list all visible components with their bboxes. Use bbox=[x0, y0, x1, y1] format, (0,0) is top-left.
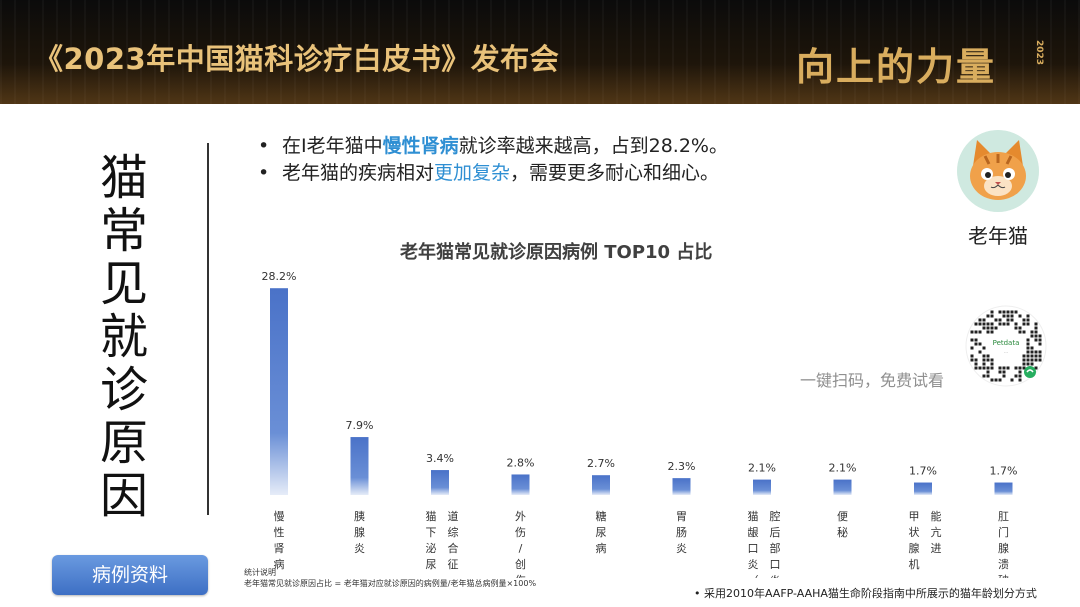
footnote: • 采用2010年AAFP-AAHA猫生命阶段指南中所展示的猫年龄划分方式 bbox=[694, 587, 1037, 600]
category-label: 慢性肾病 bbox=[274, 510, 285, 571]
bar bbox=[672, 478, 691, 495]
bar bbox=[753, 479, 771, 495]
category-label: 糖尿病 bbox=[596, 509, 607, 555]
bullet-highlight: 更加复杂 bbox=[434, 162, 511, 184]
header-banner: 《2023年中国猫科诊疗白皮书》发布会 向上的力量 2023 bbox=[0, 0, 1080, 104]
bar-value-label: 1.7% bbox=[909, 465, 937, 478]
note-text: 老年猫常见就诊原因占比 = 老年猫对应就诊原因的病例量/老年猫总病例量×100% bbox=[244, 579, 537, 588]
bar-chart: 28.2% 7.9% 3.4% 2.8% 2.7% 2.3% 2.1% 2.1% 1.7% 1.7… bbox=[262, 270, 1018, 578]
chart-title: 老年猫常见就诊原因病例 TOP10 占比 bbox=[400, 242, 713, 263]
category-label: 外伤/创伤 bbox=[515, 510, 526, 578]
bar-value-label: 2.3% bbox=[668, 460, 696, 473]
bullet-dot: • bbox=[258, 135, 270, 157]
bullet-list: • 在I老年猫中慢性肾病就诊率越来越高，占到28.2%。 • 老年猫的疾病相对更加复… bbox=[258, 133, 728, 187]
note-heading: 统计说明 bbox=[244, 568, 276, 577]
statistics-note: 统计说明 老年猫常见就诊原因占比 = 老年猫对应就诊原因的病例量/老年猫总病例量… bbox=[244, 567, 536, 589]
cat-avatar-icon bbox=[957, 130, 1039, 212]
bar bbox=[994, 482, 1013, 495]
bar-value-label: 1.7% bbox=[990, 465, 1018, 478]
bullet-item: • 老年猫的疾病相对更加复杂，需要更多耐心和细心。 bbox=[258, 160, 728, 187]
bar-value-label: 2.7% bbox=[587, 457, 615, 470]
bar bbox=[833, 479, 852, 495]
category-label: 胃肠炎 bbox=[676, 510, 687, 555]
bar-value-label: 2.8% bbox=[507, 456, 535, 469]
category-label: 猫龈口炎（猫口腔后部口炎） bbox=[748, 509, 781, 578]
bullet-text: 老年猫的疾病相对 bbox=[282, 162, 435, 184]
side-title: 猫常见就诊原因 bbox=[99, 150, 148, 524]
bar-value-label: 3.4% bbox=[426, 452, 454, 465]
bar-value-label: 2.1% bbox=[748, 462, 776, 475]
slogan-logo: 向上的力量 bbox=[796, 45, 997, 89]
header-texture bbox=[0, 0, 1080, 104]
vertical-divider bbox=[207, 143, 209, 515]
bullet-text: 在I老年猫中 bbox=[282, 135, 383, 157]
bullet-text: 就诊率越来越高，占到28.2%。 bbox=[458, 135, 728, 157]
bar-value-label: 7.9% bbox=[346, 419, 374, 432]
category-label: 猫下泌尿道综合征 bbox=[426, 509, 459, 571]
qr-brand: Petdata bbox=[993, 339, 1020, 347]
bar bbox=[914, 482, 932, 495]
bar bbox=[511, 474, 530, 495]
header-glow bbox=[0, 64, 1080, 104]
category-label: 便秘 bbox=[837, 510, 848, 539]
bullet-highlight: 慢性肾病 bbox=[382, 135, 459, 157]
bullet-item: • 在I老年猫中慢性肾病就诊率越来越高，占到28.2%。 bbox=[258, 133, 728, 160]
avatar-label: 老年猫 bbox=[968, 224, 1028, 248]
bar-value-label: 2.1% bbox=[829, 462, 857, 475]
bar bbox=[592, 475, 610, 495]
svg-text:…: … bbox=[1004, 350, 1008, 354]
case-materials-button[interactable]: 病例资料 bbox=[52, 555, 208, 595]
bar-value-label: 28.2% bbox=[262, 270, 297, 283]
slogan-year: 2023 bbox=[1034, 40, 1044, 66]
category-label: 甲状腺机能亢进 bbox=[909, 509, 942, 571]
bar bbox=[431, 470, 449, 495]
bullet-dot: • bbox=[258, 162, 270, 184]
bar bbox=[270, 288, 288, 495]
category-label: 胰腺炎 bbox=[354, 509, 365, 555]
qr-caption: 一键扫码，免费试看 bbox=[800, 371, 945, 390]
bar bbox=[350, 437, 369, 495]
bullet-text: ，需要更多耐心和细心。 bbox=[510, 162, 720, 184]
qr-code-icon[interactable]: Petdata … bbox=[962, 302, 1050, 390]
event-title: 《2023年中国猫科诊疗白皮书》发布会 bbox=[34, 42, 560, 76]
category-label: 肛门腺溃破 bbox=[998, 510, 1009, 578]
